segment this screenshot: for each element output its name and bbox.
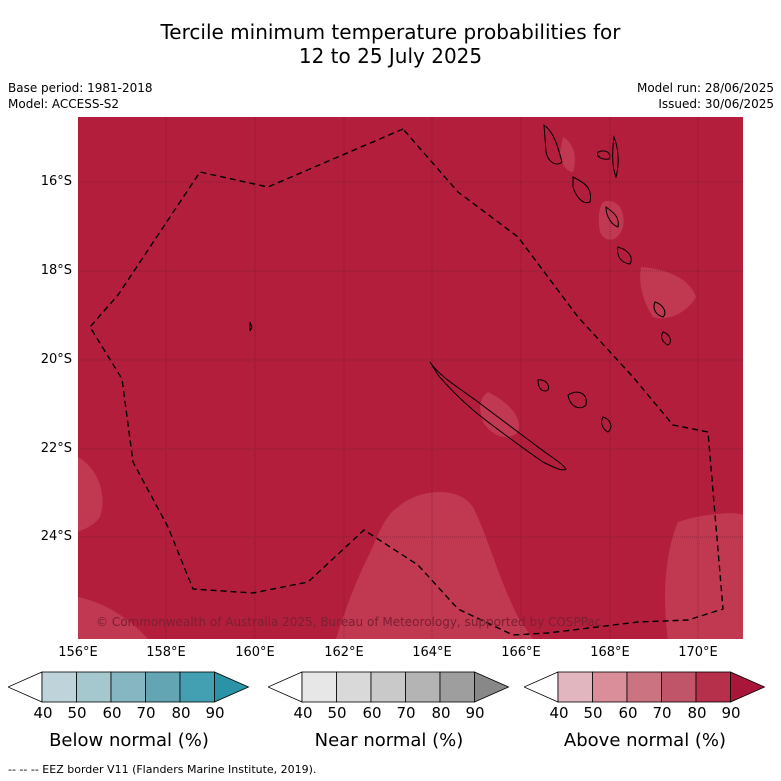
lon-label-170e: 170°E <box>678 645 718 660</box>
lon-label-164e: 164°E <box>412 645 452 660</box>
colorbar-segment <box>110 671 146 703</box>
colorbar-segment <box>405 671 441 703</box>
colorbar-near-normal <box>268 671 510 703</box>
below-tick-40: 40 <box>33 704 53 722</box>
above-tick-60: 60 <box>618 704 638 722</box>
lon-label-168e: 168°E <box>590 645 630 660</box>
model-run: Model run: 28/06/2025 <box>636 81 774 95</box>
title-line-1: Tercile minimum temperature probabilitie… <box>160 20 621 44</box>
lat-label-22s: 22°S <box>40 441 72 456</box>
colorbar-segment <box>592 671 628 703</box>
near-tick-90: 90 <box>465 704 485 722</box>
model-name: Model: ACCESS-S2 <box>8 97 120 111</box>
near-tick-40: 40 <box>293 704 313 722</box>
near-tick-80: 80 <box>431 704 451 722</box>
near-tick-70: 70 <box>396 704 416 722</box>
colorbar-segment <box>336 671 372 703</box>
above-tick-70: 70 <box>652 704 672 722</box>
near-tick-50: 50 <box>327 704 347 722</box>
legend-title-near-normal: Near normal (%) <box>314 730 464 751</box>
colorbar-max-extension <box>214 671 250 703</box>
lon-label-158e: 158°E <box>146 645 186 660</box>
coastlines <box>249 123 671 471</box>
colorbar-above-normal <box>524 671 766 703</box>
lon-label-166e: 166°E <box>501 645 541 660</box>
below-tick-70: 70 <box>136 704 156 722</box>
new-caledonia <box>429 361 567 471</box>
lon-label-156e: 156°E <box>58 645 98 660</box>
issued-date: Issued: 30/06/2025 <box>658 97 774 111</box>
below-tick-80: 80 <box>171 704 191 722</box>
above-tick-40: 40 <box>549 704 569 722</box>
colorbar-segment <box>145 671 181 703</box>
colorbar-segment <box>439 671 475 703</box>
lat-label-24s: 24°S <box>40 529 72 544</box>
colorbar-segment <box>695 671 731 703</box>
colorbar-max-extension <box>730 671 766 703</box>
map-copyright: © Commonwealth of Australia 2025, Bureau… <box>96 615 601 629</box>
loyalty-islands <box>537 379 549 392</box>
legend-title-below-normal: Below normal (%) <box>49 730 209 751</box>
eez-border <box>89 128 724 636</box>
below-tick-60: 60 <box>102 704 122 722</box>
lat-label-18s: 18°S <box>40 263 72 278</box>
colorbar-min-extension <box>524 671 559 703</box>
near-tick-60: 60 <box>362 704 382 722</box>
legend-title-above-normal: Above normal (%) <box>563 730 727 751</box>
lon-label-160e: 160°E <box>235 645 275 660</box>
colorbar-min-extension <box>268 671 303 703</box>
probability-map: © Commonwealth of Australia 2025, Bureau… <box>78 117 743 639</box>
above-tick-90: 90 <box>721 704 741 722</box>
colorbar-segment <box>370 671 406 703</box>
vanuatu-north <box>543 123 563 165</box>
colorbar-segment <box>626 671 662 703</box>
colorbar-min-extension <box>8 671 43 703</box>
lat-label-20s: 20°S <box>40 352 72 367</box>
above-tick-50: 50 <box>583 704 603 722</box>
colorbar-max-extension <box>474 671 510 703</box>
above-tick-80: 80 <box>687 704 707 722</box>
lon-label-162e: 162°E <box>324 645 364 660</box>
lat-label-16s: 16°S <box>40 174 72 189</box>
islet <box>249 321 253 332</box>
title-line-2: 12 to 25 July 2025 <box>298 44 483 68</box>
graticule <box>78 117 743 639</box>
below-tick-90: 90 <box>205 704 225 722</box>
colorbar-segment <box>301 671 337 703</box>
colorbar-segment <box>557 671 593 703</box>
below-tick-50: 50 <box>67 704 87 722</box>
colorbar-segment <box>661 671 697 703</box>
colorbar-segment <box>41 671 77 703</box>
colorbar-segment <box>179 671 215 703</box>
colorbar-segment <box>76 671 112 703</box>
colorbar-below-normal <box>8 671 250 703</box>
base-period: Base period: 1981-2018 <box>8 81 153 95</box>
eez-footnote: -- -- -- EEZ border V11 (Flanders Marine… <box>8 763 317 776</box>
